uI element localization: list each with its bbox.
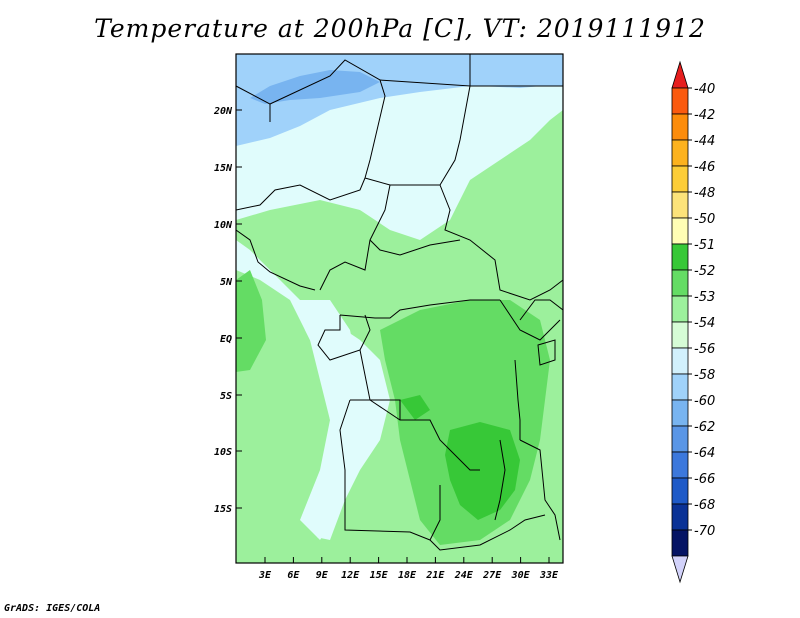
lon-tick-label: 24E (454, 570, 474, 581)
colorbar-label: -56 (694, 342, 715, 357)
colorbar-label: -60 (694, 394, 715, 409)
lat-tick-label: 15N (214, 163, 233, 174)
longitude-axis: 3E 6E 9E 12E 15E 18E 21E 24E 27E 30E 33E (258, 557, 559, 581)
temperature-field (236, 54, 563, 563)
colorbar-segment (671, 451, 689, 479)
colorbar-segment (671, 113, 689, 141)
lat-tick-label: 10N (214, 220, 233, 231)
map-frame (235, 53, 564, 564)
lon-tick-label: 6E (287, 570, 300, 581)
field-minus60-north (250, 70, 380, 104)
colorbar-segment (671, 295, 689, 323)
colorbar-label: -40 (694, 82, 715, 97)
colorbar-segment (671, 269, 689, 297)
lat-tick-label: 5N (220, 277, 233, 288)
footer-credit: GrADS: IGES/COLA (4, 603, 101, 614)
lat-tick-label: EQ (220, 334, 232, 345)
colorbar-segment (671, 139, 689, 167)
colorbar-segment (671, 477, 689, 505)
colorbar-label: -64 (694, 446, 715, 461)
colorbar-segment (671, 243, 689, 271)
lon-tick-label: 33E (539, 570, 559, 581)
lon-tick-label: 18E (398, 570, 417, 581)
colorbar-segment (671, 425, 689, 453)
colorbar-segment (671, 529, 689, 557)
lat-tick-label: 15S (214, 504, 232, 515)
colorbar-label: -44 (694, 134, 715, 149)
lon-tick-label: 12E (341, 570, 360, 581)
lat-tick-label: 20N (213, 106, 233, 117)
colorbar-label: -52 (694, 264, 715, 279)
lon-tick-label: 27E (482, 570, 502, 581)
field-minus53-west (236, 270, 266, 372)
colorbar-segment (671, 165, 689, 193)
colorbar: -40 -42 -44 -46 -48 -50 -51 -52 -53 -54 -56 -58 -60 -… (671, 60, 715, 584)
colorbar-segment (671, 373, 689, 401)
field-minus58-northeast (470, 54, 563, 88)
colorbar-label: -66 (694, 472, 715, 487)
colorbar-segment (671, 87, 689, 115)
colorbar-label: -46 (694, 160, 715, 175)
lon-tick-label: 30E (511, 570, 531, 581)
lon-tick-label: 3E (258, 570, 272, 581)
colorbar-segment (671, 347, 689, 375)
lat-tick-label: 5S (220, 391, 232, 402)
colorbar-segment (671, 191, 689, 219)
colorbar-segment (671, 399, 689, 427)
colorbar-top-arrow (671, 60, 689, 89)
colorbar-label: -58 (694, 368, 715, 383)
colorbar-label: -42 (694, 108, 715, 123)
colorbar-segment (671, 321, 689, 349)
lon-tick-label: 9E (316, 570, 329, 581)
colorbar-label: -70 (694, 524, 715, 539)
colorbar-label: -62 (694, 420, 715, 435)
country-borders (236, 54, 563, 551)
field-minus56-north-sahel (236, 130, 470, 230)
colorbar-label: -50 (694, 212, 715, 227)
map-title: Temperature at 200hPa [C], VT: 201911191… (94, 14, 706, 43)
field-minus52-small (400, 395, 430, 420)
lat-tick-label: 10S (214, 447, 232, 458)
colorbar-segment (671, 503, 689, 531)
colorbar-segment (671, 217, 689, 245)
lon-tick-label: 15E (370, 570, 389, 581)
colorbar-label: -51 (694, 238, 715, 253)
colorbar-label: -53 (694, 290, 715, 305)
lon-tick-label: 21E (425, 570, 445, 581)
colorbar-label: -68 (694, 498, 715, 513)
colorbar-label: -54 (694, 316, 715, 331)
colorbar-bottom-arrow (671, 555, 689, 584)
colorbar-label: -48 (694, 186, 715, 201)
latitude-axis: 20N 15N 10N 5N EQ 5S 10S 15S (213, 106, 242, 515)
